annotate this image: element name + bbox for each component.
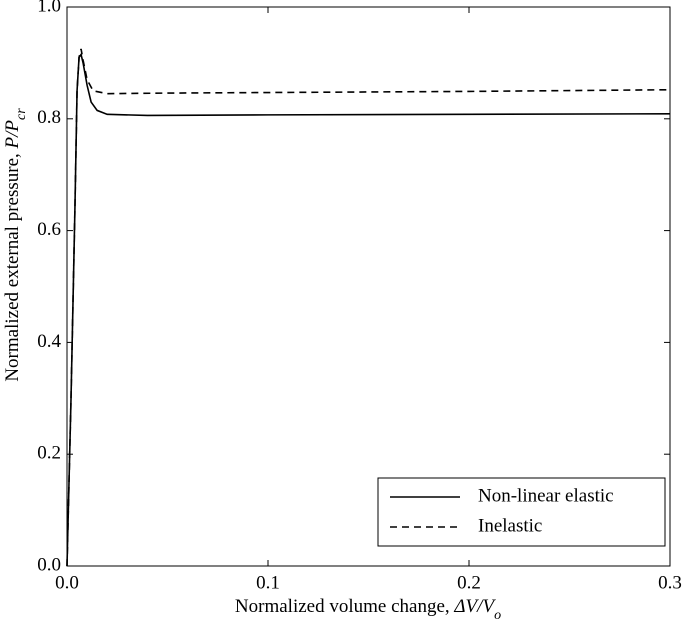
y-tick-label: 1.0	[37, 0, 61, 16]
y-tick-label: 0.4	[37, 331, 61, 352]
axis-label-part: o	[494, 608, 501, 623]
x-tick-label: 0.3	[658, 572, 682, 593]
legend-label: Non-linear elastic	[478, 485, 614, 506]
axis-label-part: P/P	[2, 120, 23, 150]
axis-label-part: cr	[14, 108, 29, 120]
plot-frame	[66, 6, 671, 567]
x-tick-label: 0.0	[55, 572, 79, 593]
x-axis-label: Normalized volume change, ΔV/Vo	[235, 596, 501, 622]
y-tick-label: 0.6	[37, 219, 61, 240]
axis-label-part: ΔV/V	[453, 596, 496, 617]
legend-label: Inelastic	[478, 515, 542, 536]
axis-label-part: Normalized volume change,	[235, 596, 454, 617]
y-tick-label: 0.2	[37, 443, 61, 464]
y-tick-label: 0.0	[37, 554, 61, 575]
axis-label-part: Normalized external pressure,	[2, 148, 23, 381]
y-tick-label: 0.8	[37, 107, 61, 128]
legend-box	[377, 477, 666, 547]
x-tick-label: 0.2	[457, 572, 481, 593]
x-tick-label: 0.1	[256, 572, 280, 593]
y-axis-label: Normalized external pressure, P/Pcr	[2, 108, 28, 382]
